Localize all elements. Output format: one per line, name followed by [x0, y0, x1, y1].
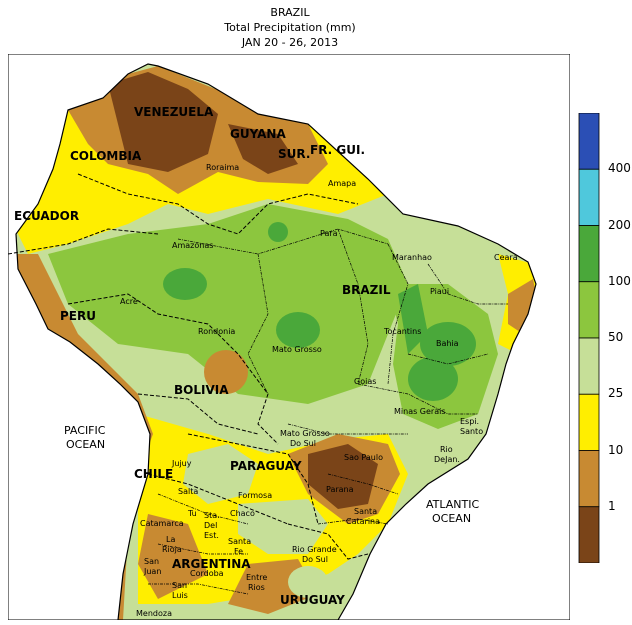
label-rondonia: Rondonia — [198, 327, 235, 336]
label-cordoba: Cordoba — [190, 569, 224, 578]
label-entre-rios-2: Rios — [248, 583, 265, 592]
legend-tick-label: 400 — [608, 161, 631, 176]
label-ms-1: Mato Grosso — [280, 429, 330, 438]
label-para: Para — [320, 229, 338, 238]
legend-swatch — [578, 393, 600, 451]
label-rgs-1: Rio Grande — [292, 545, 337, 554]
label-uruguay: URUGUAY — [280, 593, 345, 607]
label-sgo-2: Del — [204, 521, 217, 530]
label-amapa: Amapa — [328, 179, 356, 188]
label-catamarca: Catamarca — [140, 519, 184, 528]
legend-tick-label: 200 — [608, 217, 631, 232]
label-san-luis-2: Luis — [172, 591, 188, 600]
label-san-luis-1: San — [172, 581, 187, 590]
label-tucuman: Tu — [187, 509, 197, 518]
state-borders — [148, 228, 508, 595]
label-entre-rios-1: Entre — [246, 573, 267, 582]
label-pacific-2: OCEAN — [66, 438, 105, 451]
label-san-juan-1: San — [144, 557, 159, 566]
label-minas-gerais: Minas Gerais — [394, 407, 446, 416]
label-piaui: Piaui — [430, 287, 449, 296]
map-date-range: JAN 20 - 26, 2013 — [241, 36, 339, 49]
legend-swatch — [578, 450, 600, 508]
legend-tick-label: 10 — [608, 442, 624, 457]
label-argentina: ARGENTINA — [172, 557, 251, 571]
legend-tick-label: 50 — [608, 330, 624, 344]
label-goias: Goias — [354, 377, 376, 386]
label-santa-catarina-1: Santa — [354, 507, 377, 516]
legend-swatch — [578, 225, 600, 283]
legend-tick-label: 100 — [608, 273, 631, 288]
map-title: BRAZIL — [270, 6, 310, 19]
label-ecuador: ECUADOR — [14, 209, 79, 223]
label-tocantins: Tocantins — [383, 327, 421, 336]
country-borders — [8, 173, 369, 560]
label-mato-grosso: Mato Grosso — [272, 345, 322, 354]
precipitation-map: VENEZUELA GUYANA SUR. FR. GUI. COLOMBIA … — [8, 54, 570, 620]
label-suriname: SUR. — [278, 147, 310, 161]
label-rgs-2: Do Sul — [302, 555, 328, 564]
legend-swatch — [578, 168, 600, 226]
map-subtitle: Total Precipitation (mm) — [224, 21, 356, 34]
label-amazonas: Amazonas — [172, 241, 213, 250]
label-parana: Parana — [326, 485, 354, 494]
label-san-juan-2: Juan — [143, 567, 161, 576]
legend-swatch — [578, 337, 600, 395]
label-maranhao: Maranhao — [392, 253, 432, 262]
label-ms-2: Do Sul — [290, 439, 316, 448]
label-chaco: Chaco — [230, 509, 255, 518]
label-venezuela: VENEZUELA — [134, 105, 214, 119]
label-colombia: COLOMBIA — [70, 149, 142, 163]
label-roraima: Roraima — [206, 163, 239, 172]
label-bahia: Bahia — [436, 339, 459, 348]
label-sgo-3: Est. — [204, 531, 219, 540]
label-rio-1: Rio — [440, 445, 453, 454]
label-la-rioja-1: La — [166, 535, 175, 544]
label-formosa: Formosa — [238, 491, 272, 500]
label-santa-fe-2: Fe — [234, 547, 243, 556]
label-paraguay: PARAGUAY — [230, 459, 302, 473]
precipitation-legend — [578, 113, 600, 563]
label-atlantic-2: OCEAN — [432, 512, 471, 525]
label-peru: PERU — [60, 309, 96, 323]
label-rio-2: DeJan. — [434, 455, 460, 464]
label-santa-catarina-2: Catarina — [346, 517, 380, 526]
legend-swatch — [578, 506, 600, 563]
label-chile: CHILE — [134, 467, 173, 481]
label-brazil: BRAZIL — [342, 283, 391, 297]
label-jujuy: Jujuy — [171, 459, 192, 468]
label-guyana: GUYANA — [230, 127, 286, 141]
label-salta: Salta — [178, 487, 198, 496]
legend-tick-label: 25 — [608, 386, 624, 401]
label-acre: Acre — [120, 297, 138, 306]
legend-tick-label: 1 — [608, 498, 616, 513]
label-bolivia: BOLIVIA — [174, 383, 229, 397]
label-ceara: Ceara — [494, 253, 518, 262]
label-sgo-1: Sta. — [204, 511, 220, 520]
label-atlantic-1: ATLANTIC — [426, 498, 479, 511]
label-espirito-santo-2: Santo — [460, 427, 483, 436]
label-pacific-1: PACIFIC — [64, 424, 106, 437]
label-mendoza: Mendoza — [136, 609, 172, 618]
label-sao-paulo: Sao Paulo — [344, 453, 383, 462]
legend-swatch — [578, 113, 600, 170]
label-espirito-santo-1: Espi. — [460, 417, 479, 426]
legend-swatch — [578, 281, 600, 339]
coastline — [15, 63, 537, 620]
label-french-guiana: FR. GUI. — [310, 143, 365, 157]
label-santa-fe-1: Santa — [228, 537, 251, 546]
label-la-rioja-2: Rioja — [162, 545, 182, 554]
